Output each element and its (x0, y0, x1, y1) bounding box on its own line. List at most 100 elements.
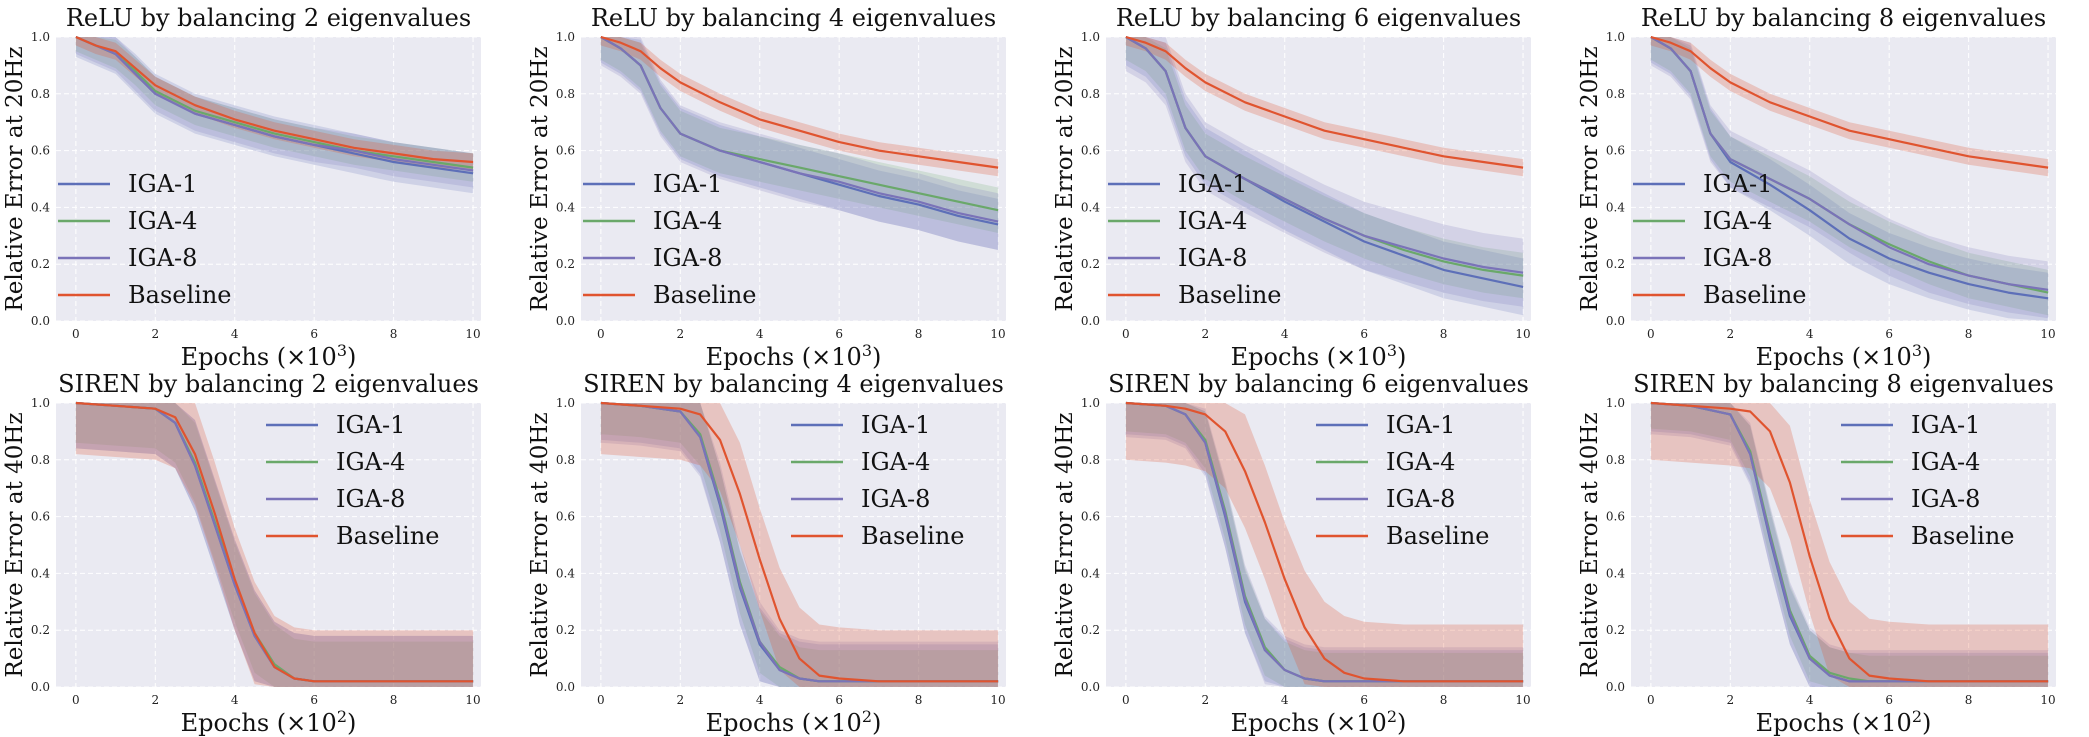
plot-background (56, 403, 481, 687)
x-tick-label: 6 (1360, 693, 1368, 707)
x-tick-label: 0 (1122, 693, 1130, 707)
series-line-iga-8 (1650, 36, 2049, 291)
legend: IGA-1 IGA-4 IGA-8 Baseline (583, 170, 756, 309)
series-line-baseline (600, 401, 999, 683)
y-tick-label: 0.0 (556, 680, 575, 694)
plot-background (1106, 403, 1531, 687)
x-tick-label: 10 (990, 327, 1005, 341)
legend-label: IGA-4 (336, 448, 405, 476)
y-tick-label: 0.0 (1081, 314, 1100, 328)
chart-title: ReLU by balancing 4 eigenvalues (591, 4, 996, 32)
y-tick-label: 0.4 (31, 200, 50, 214)
y-tick-label: 0.0 (31, 314, 50, 328)
chart-panel-8: 0.0 0.2 0.4 0.6 0.8 1.0 0 2 4 6 8 10 SIREN by balanc… (1577, 370, 2056, 737)
y-axis-label: Relative Error at 40Hz (2, 412, 28, 677)
y-tick-label: 0.2 (31, 623, 50, 637)
x-tick-label: 4 (231, 693, 239, 707)
legend-label: IGA-4 (1703, 207, 1772, 235)
band-iga-4 (75, 37, 474, 182)
x-tick-label: 4 (1281, 693, 1289, 707)
y-tick-label: 1.0 (1606, 30, 1625, 44)
band-iga-1 (1650, 403, 2049, 687)
y-tick-label: 1.0 (31, 30, 50, 44)
y-tick-label: 0.2 (1081, 623, 1100, 637)
legend-label: IGA-8 (653, 244, 722, 272)
x-tick-label: 6 (310, 327, 318, 341)
series-line-iga-8 (1125, 36, 1524, 274)
plot-background (581, 403, 1006, 687)
y-tick-label: 1.0 (556, 396, 575, 410)
plot-background (1631, 37, 2056, 321)
series-line-baseline (600, 35, 999, 169)
band-iga-8 (1650, 37, 2049, 319)
y-tick-label: 0.4 (556, 200, 575, 214)
y-axis-label: Relative Error at 20Hz (1052, 46, 1078, 311)
legend-label: Baseline (128, 281, 231, 309)
x-tick-label: 8 (1965, 693, 1973, 707)
x-tick-label: 2 (1726, 693, 1734, 707)
y-tick-label: 0.4 (31, 566, 50, 580)
y-axis-label: Relative Error at 40Hz (1052, 412, 1078, 677)
band-iga-4 (75, 403, 474, 687)
x-tick-label: 10 (465, 327, 480, 341)
y-tick-label: 0.4 (1606, 566, 1625, 580)
x-tick-label: 8 (915, 693, 923, 707)
legend: IGA-1 IGA-4 IGA-8 Baseline (266, 411, 439, 550)
legend-label: IGA-1 (1386, 411, 1455, 439)
band-iga-4 (1125, 37, 1524, 299)
x-axis-label: Epochs (×103) (1756, 341, 1932, 372)
x-tick-label: 6 (1360, 327, 1368, 341)
y-tick-label: 1.0 (1606, 396, 1625, 410)
x-tick-label: 8 (390, 327, 398, 341)
y-tick-label: 0.0 (31, 680, 50, 694)
chart-title: SIREN by balancing 8 eigenvalues (1633, 370, 2054, 398)
x-tick-label: 6 (835, 693, 843, 707)
legend-label: IGA-8 (1386, 485, 1455, 513)
y-tick-label: 0.6 (1606, 510, 1625, 524)
y-tick-label: 0.0 (1606, 680, 1625, 694)
y-tick-label: 1.0 (556, 30, 575, 44)
y-tick-label: 0.8 (31, 453, 50, 467)
x-tick-label: 10 (1515, 327, 1530, 341)
chart-title: SIREN by balancing 2 eigenvalues (58, 370, 479, 398)
legend-label: IGA-4 (128, 207, 197, 235)
legend-label: IGA-8 (1703, 244, 1772, 272)
x-tick-label: 8 (1440, 693, 1448, 707)
series-line-baseline (1650, 401, 2049, 683)
band-iga-1 (600, 403, 999, 687)
legend-label: IGA-1 (1703, 170, 1772, 198)
y-tick-label: 0.6 (1081, 144, 1100, 158)
series-line-baseline (75, 401, 474, 683)
y-axis-label: Relative Error at 20Hz (2, 46, 28, 311)
band-iga-8 (1650, 403, 2049, 687)
x-tick-label: 8 (915, 327, 923, 341)
legend-label: IGA-4 (1178, 207, 1247, 235)
y-tick-label: 0.6 (1606, 144, 1625, 158)
chart-title: SIREN by balancing 6 eigenvalues (1108, 370, 1529, 398)
x-tick-label: 6 (1885, 693, 1893, 707)
band-iga-4 (600, 37, 999, 233)
y-tick-label: 0.8 (1081, 453, 1100, 467)
x-tick-label: 10 (465, 693, 480, 707)
x-tick-label: 4 (756, 327, 764, 341)
y-tick-label: 0.8 (31, 87, 50, 101)
x-tick-label: 2 (676, 693, 684, 707)
x-tick-label: 0 (72, 693, 80, 707)
x-tick-label: 0 (597, 327, 605, 341)
x-tick-label: 8 (1440, 327, 1448, 341)
legend-label: Baseline (1178, 281, 1281, 309)
legend: IGA-1 IGA-4 IGA-8 Baseline (1108, 170, 1281, 309)
x-tick-label: 6 (835, 327, 843, 341)
legend-label: IGA-8 (1178, 244, 1247, 272)
y-tick-label: 0.2 (1606, 623, 1625, 637)
y-tick-label: 0.2 (1606, 257, 1625, 271)
x-tick-label: 0 (1122, 327, 1130, 341)
chart-title: SIREN by balancing 4 eigenvalues (583, 370, 1004, 398)
chart-panel-3: 0.0 0.2 0.4 0.6 0.8 1.0 0 2 4 6 8 10 ReLU by balanci… (1052, 4, 1531, 371)
x-axis-label: Epochs (×102) (1231, 707, 1407, 737)
chart-panel-5: 0.0 0.2 0.4 0.6 0.8 1.0 0 2 4 6 8 10 SIREN by balanc… (2, 370, 481, 737)
legend-label: IGA-4 (653, 207, 722, 235)
y-tick-label: 0.0 (1606, 314, 1625, 328)
y-tick-label: 0.4 (1606, 200, 1625, 214)
